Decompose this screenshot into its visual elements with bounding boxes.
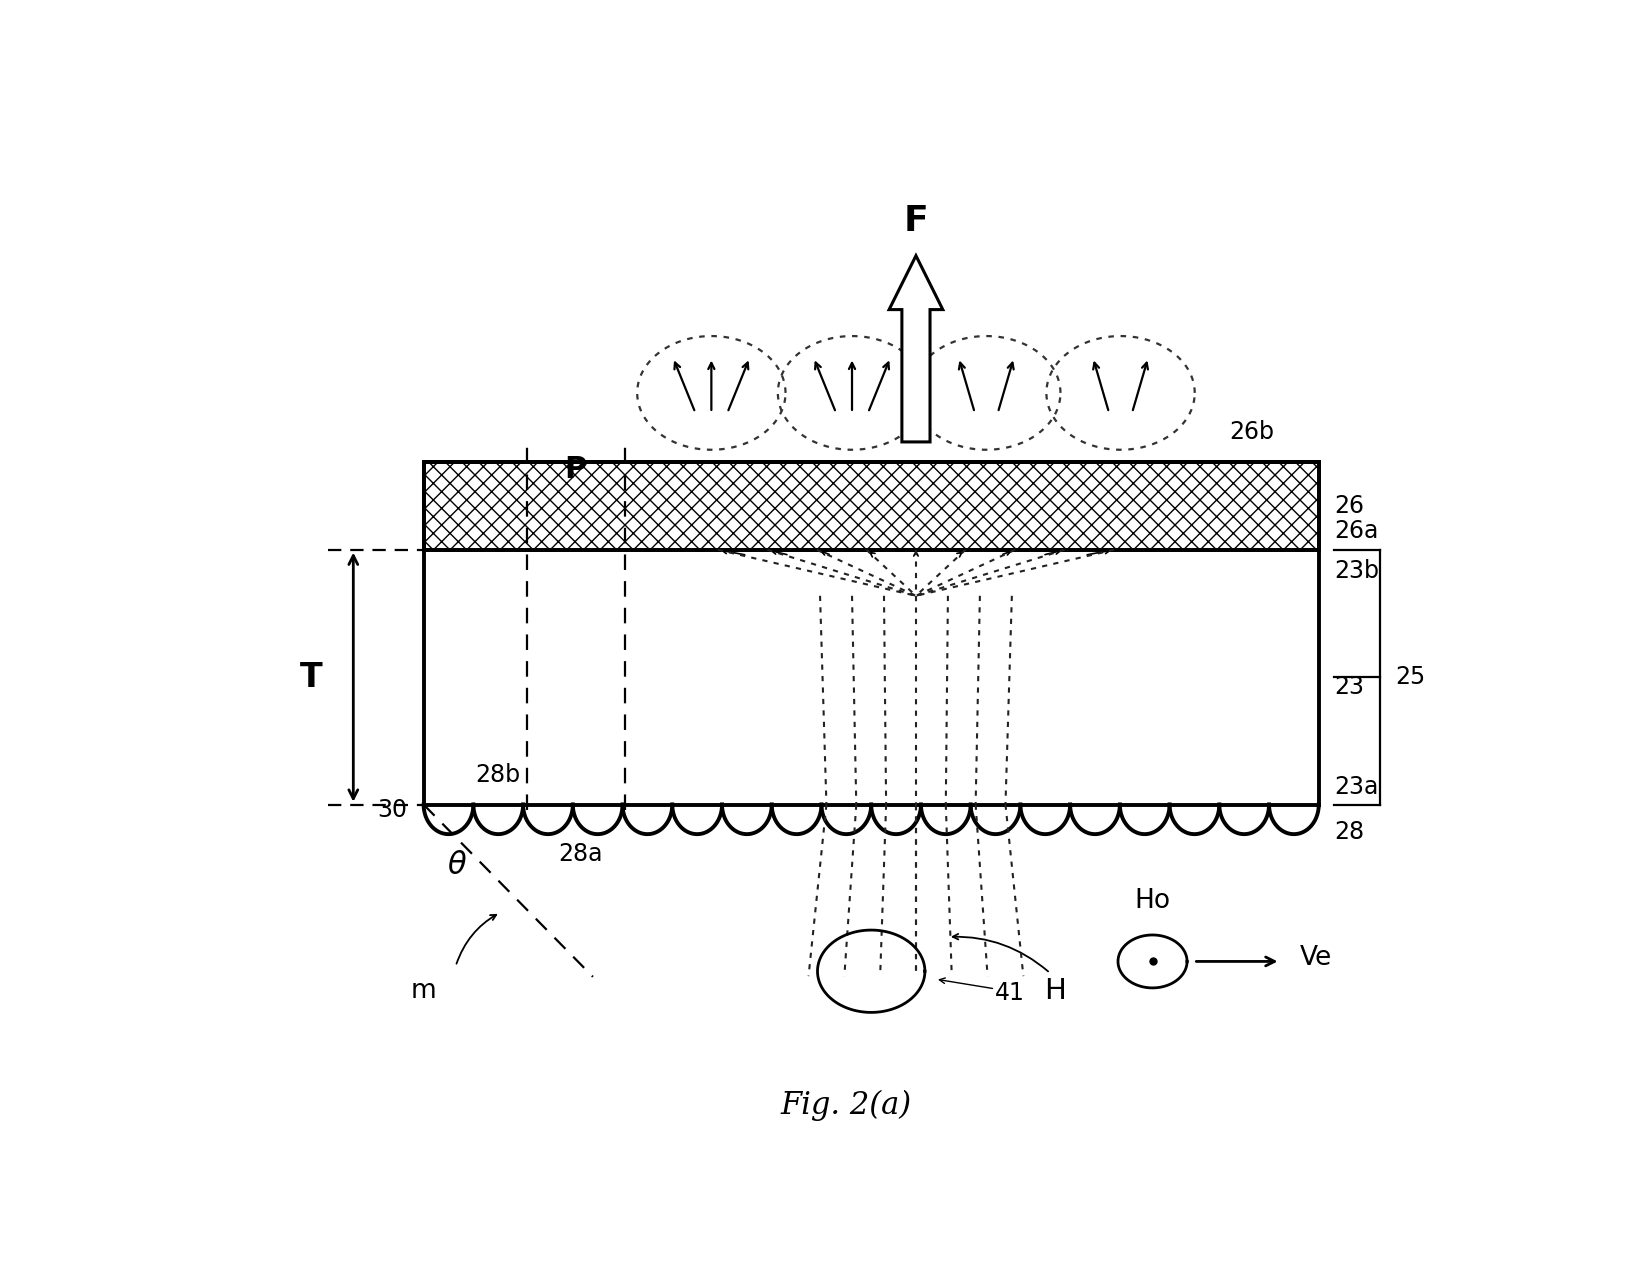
Text: 41: 41 [995,980,1025,1004]
Text: $\theta$: $\theta$ [447,850,467,880]
Text: 26b: 26b [1229,420,1274,444]
Text: m: m [411,978,437,1004]
Text: H: H [1044,976,1066,1004]
Text: 28b: 28b [475,763,520,787]
Text: Ve: Ve [1300,946,1332,971]
Text: Ho: Ho [1135,889,1170,914]
Text: 25: 25 [1396,666,1426,689]
Text: P: P [564,454,587,484]
Text: 23a: 23a [1335,775,1378,799]
Bar [424,462,1318,550]
Text: 28: 28 [1335,820,1365,844]
Text: 26: 26 [1335,494,1365,518]
Text: 30: 30 [376,798,408,822]
Text: 28a: 28a [558,841,602,866]
Text: F: F [904,204,929,238]
Text: 23b: 23b [1335,559,1379,583]
Text: Fig. 2(a): Fig. 2(a) [780,1090,911,1122]
Text: 23: 23 [1335,675,1365,699]
FancyArrow shape [889,256,942,442]
Text: T: T [300,661,322,694]
Text: 26a: 26a [1335,519,1378,542]
